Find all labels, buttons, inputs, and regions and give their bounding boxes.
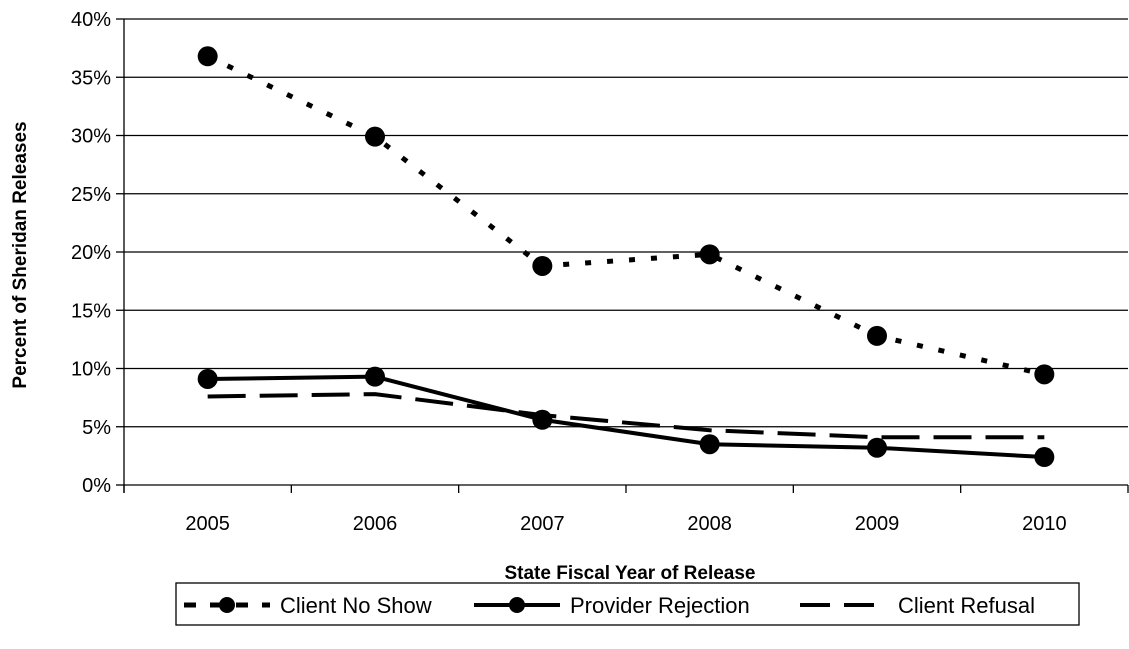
data-point (699, 244, 720, 265)
x-axis-ticks: 2005 2006 2007 2008 2009 2010 (123, 485, 1129, 535)
legend-label: Provider Rejection (570, 593, 750, 618)
y-tick-label: 15% (71, 300, 111, 322)
y-axis-title: Percent of Sheridan Releases (10, 121, 31, 388)
data-point (365, 126, 385, 147)
x-tick-label: 2006 (353, 513, 398, 535)
legend-box (175, 582, 1080, 626)
data-point (197, 46, 218, 67)
y-tick-label: 5% (82, 417, 111, 439)
y-tick-label: 30% (71, 126, 111, 148)
series-group (197, 46, 1055, 468)
legend-label: Client No Show (280, 593, 432, 618)
legend-swatch-marker (219, 597, 235, 613)
data-point (1034, 364, 1055, 385)
data-point (532, 255, 553, 276)
x-tick-label: 2008 (687, 513, 732, 535)
y-axis-ticks: 0% 5% 10% 15% 20% 25% 30% 35% 40% (71, 9, 124, 497)
legend-label: Client Refusal (898, 593, 1035, 618)
gridlines (124, 18, 1128, 428)
data-point (867, 325, 887, 346)
x-tick-label: 2010 (1022, 513, 1067, 535)
x-tick-label: 2007 (520, 513, 565, 535)
y-tick-label: 20% (71, 242, 111, 264)
legend: Client No Show Provider Rejection Client R… (175, 582, 1080, 626)
legend-item: Provider Rejection (474, 593, 750, 618)
series-client-no-show (197, 46, 1055, 385)
data-point (867, 437, 887, 458)
series-provider-rejection (197, 366, 1055, 468)
data-point (197, 368, 218, 389)
series-client-refusal (207, 392, 1045, 440)
legend-item: Client Refusal (800, 593, 1035, 618)
data-point (365, 366, 385, 387)
x-tick-label: 2005 (185, 513, 230, 535)
y-tick-label: 35% (71, 67, 111, 89)
x-axis-title: State Fiscal Year of Release (504, 563, 755, 584)
series-line (206, 54, 1045, 377)
y-tick-label: 0% (82, 475, 111, 497)
data-point (1034, 447, 1055, 468)
y-tick-label: 10% (71, 359, 111, 381)
data-point (699, 434, 720, 455)
x-tick-label: 2009 (855, 513, 900, 535)
series-line (207, 392, 1045, 440)
y-tick-label: 25% (71, 184, 111, 206)
legend-item: Client No Show (184, 593, 432, 618)
y-tick-label: 40% (71, 9, 111, 31)
legend-swatch-marker (509, 597, 525, 613)
series-line (207, 374, 1045, 460)
